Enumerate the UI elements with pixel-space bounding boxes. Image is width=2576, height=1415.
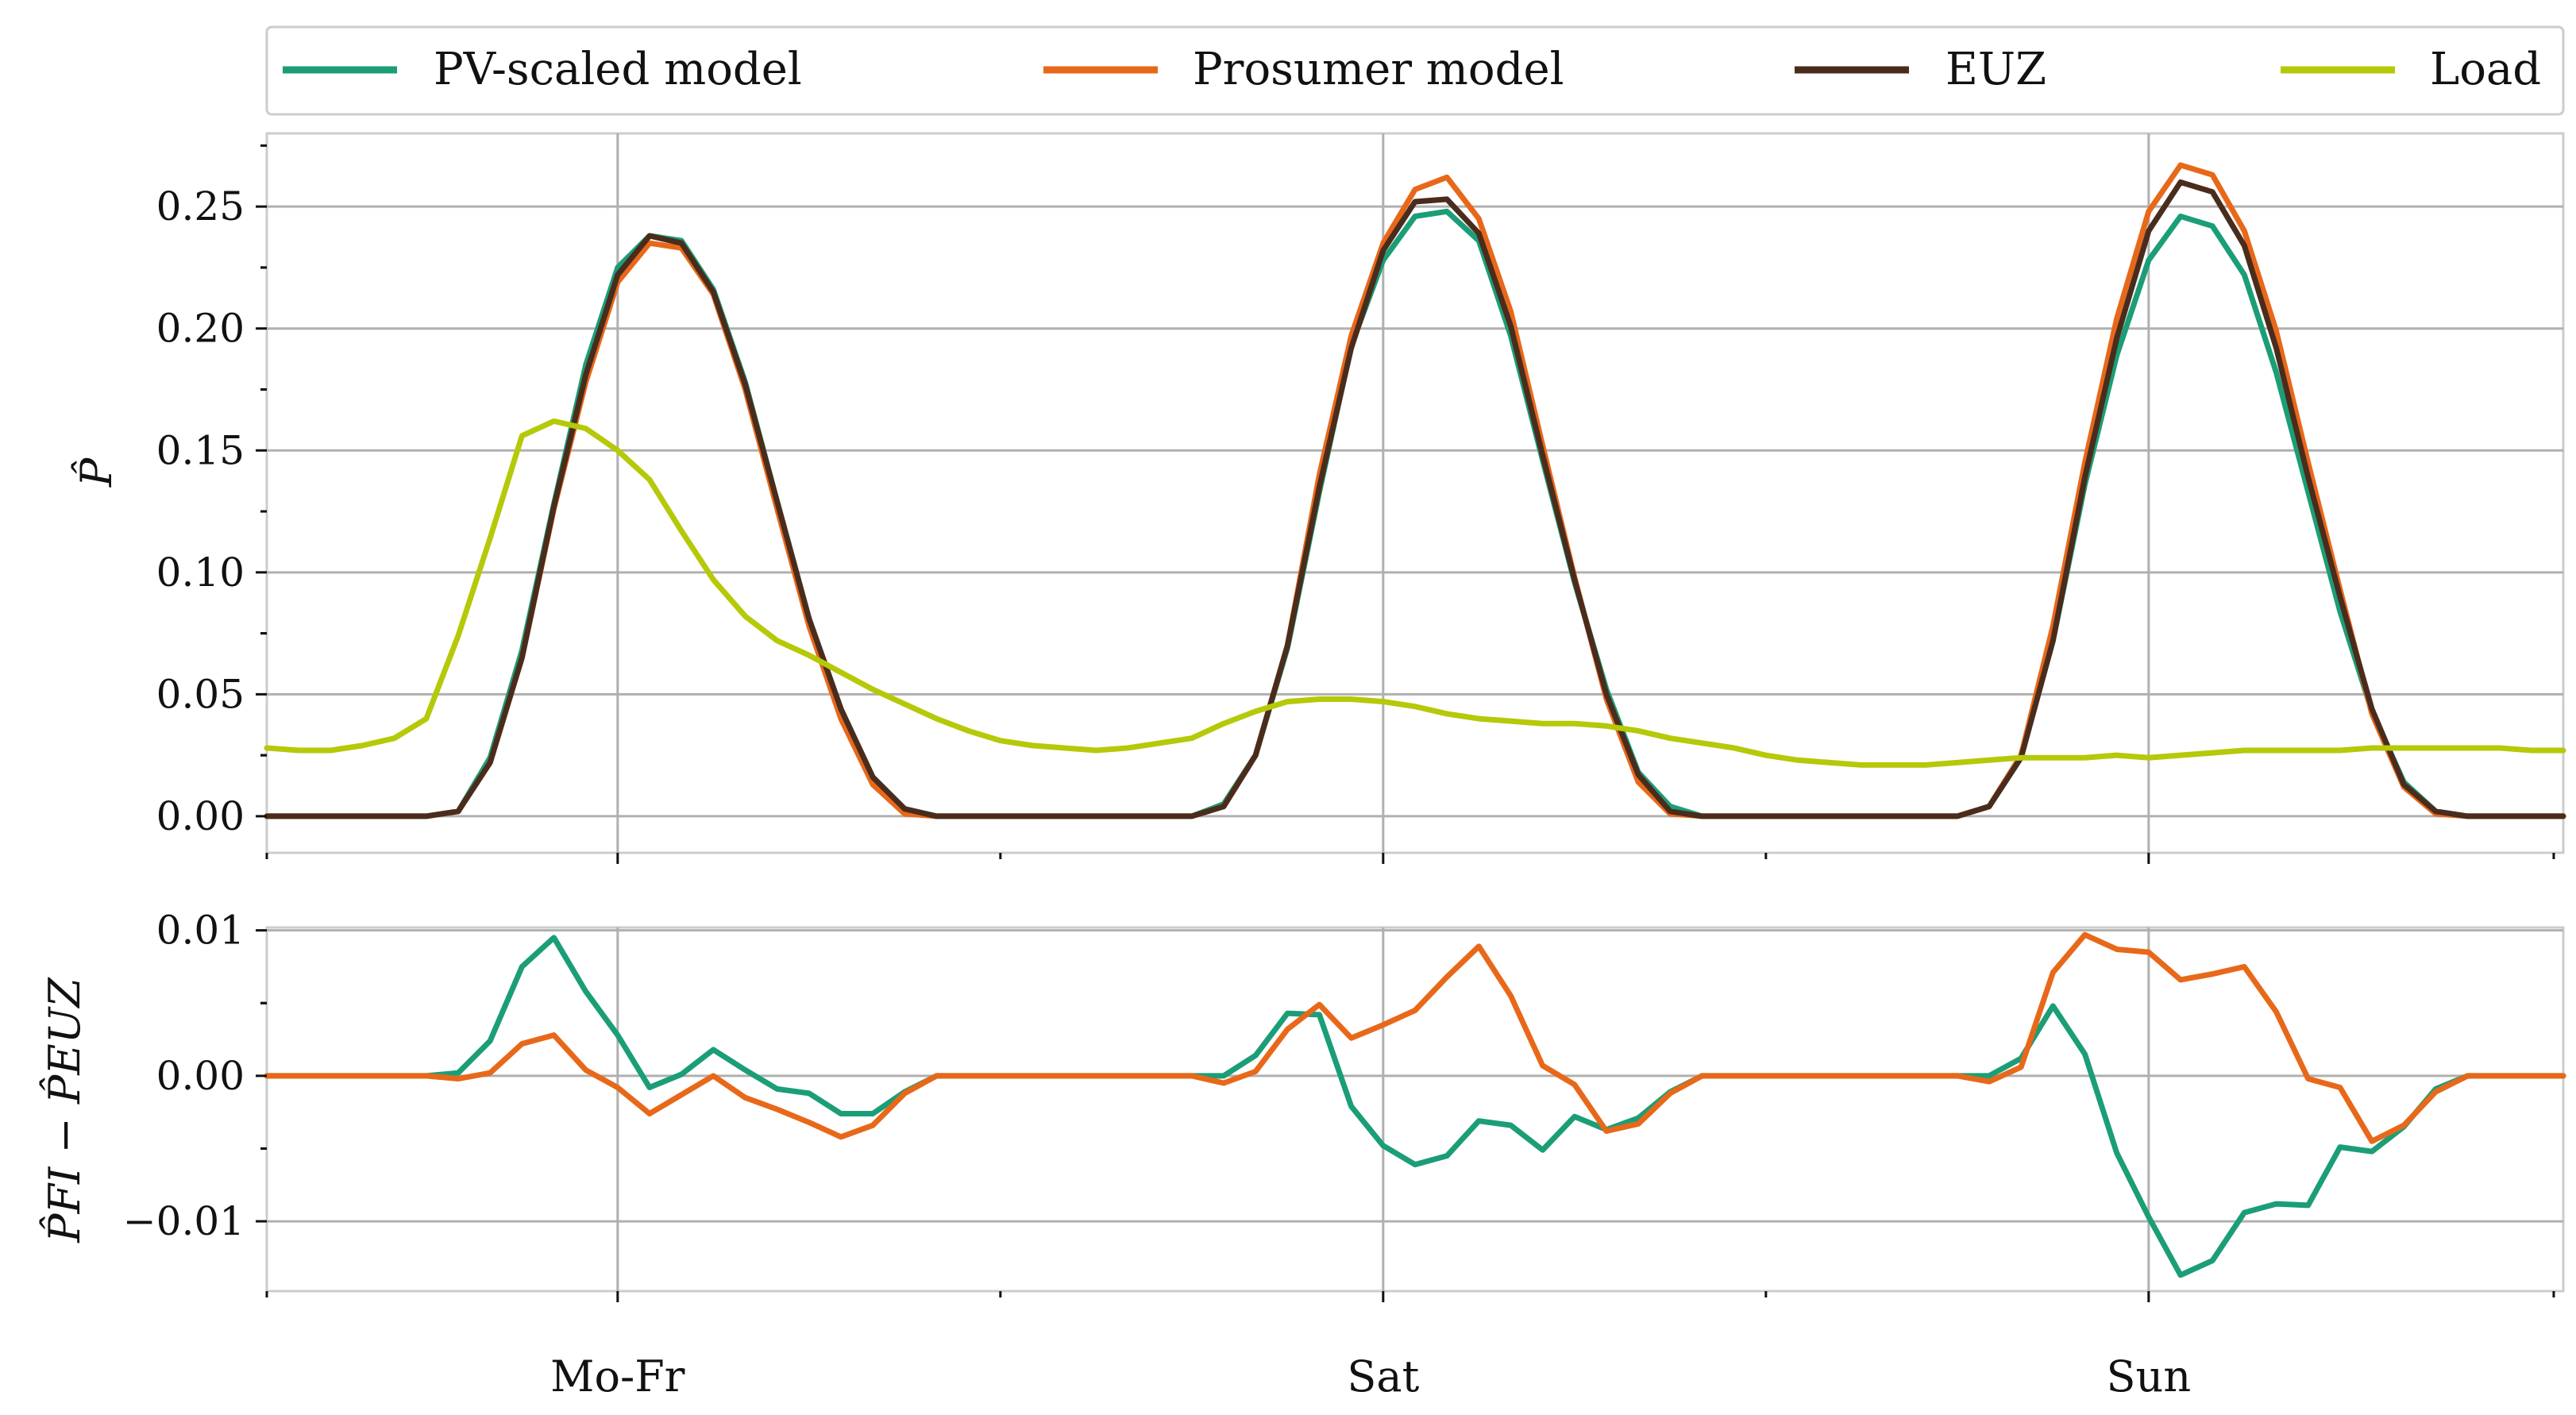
top-y-tick-label: 0.15 [156, 427, 245, 473]
bottom-y-tick-label: −0.01 [123, 1198, 245, 1244]
legend-frame [265, 25, 2565, 116]
top-y-tick-label: 0.00 [156, 793, 245, 839]
top-y-tick-label: 0.10 [156, 549, 245, 596]
top-panel: 0.00 0.05 0.10 0.15 0.20 0.25 P̂ [71, 132, 2566, 864]
bottom-x-ticks [265, 1291, 2555, 1302]
top-panel-frame [265, 132, 2565, 854]
bottom-y-tick-label: 0.01 [156, 908, 245, 954]
top-x-ticks [265, 853, 2555, 864]
top-series-prosumer-model [264, 162, 2566, 819]
legend-label-euz: EUZ [1945, 44, 2046, 95]
bottom-y-tick-label: 0.00 [156, 1053, 245, 1099]
bottom-y-axis-label: P̂FI − P̂EUZ [39, 977, 90, 1243]
bottom-series-pv-scaled-model [264, 935, 2566, 1278]
top-series [264, 162, 2566, 819]
x-category-labels: Mo-Fr Sat Sun [550, 1351, 2191, 1402]
top-y-tick-label: 0.25 [156, 183, 245, 229]
legend-label-pv-scaled: PV-scaled model [434, 44, 802, 95]
top-y-axis-label: P̂ [71, 457, 121, 488]
top-y-ticks: 0.00 0.05 0.10 0.15 0.20 0.25 [156, 144, 267, 839]
x-category-label-mo-fr: Mo-Fr [550, 1351, 685, 1402]
top-grid [267, 133, 2563, 853]
bottom-series [264, 931, 2566, 1278]
top-y-tick-label: 0.20 [156, 306, 245, 352]
bottom-panel: −0.01 0.00 0.01 P̂FI − P̂EUZ [39, 908, 2566, 1302]
legend-label-load: Load [2430, 44, 2541, 95]
legend-label-prosumer: Prosumer model [1193, 44, 1564, 95]
bottom-panel-frame [265, 926, 2565, 1293]
top-y-tick-label: 0.05 [156, 671, 245, 717]
bottom-series-prosumer-model [264, 931, 2566, 1144]
x-category-label-sat: Sat [1347, 1351, 1419, 1402]
bottom-grid [267, 927, 2563, 1291]
bottom-y-ticks: −0.01 0.00 0.01 [123, 908, 267, 1244]
top-series-load [264, 418, 2566, 768]
x-category-label-sun: Sun [2107, 1351, 2192, 1402]
legend: PV-scaled model Prosumer model EUZ Load [265, 25, 2565, 116]
top-series-euz [264, 179, 2566, 819]
